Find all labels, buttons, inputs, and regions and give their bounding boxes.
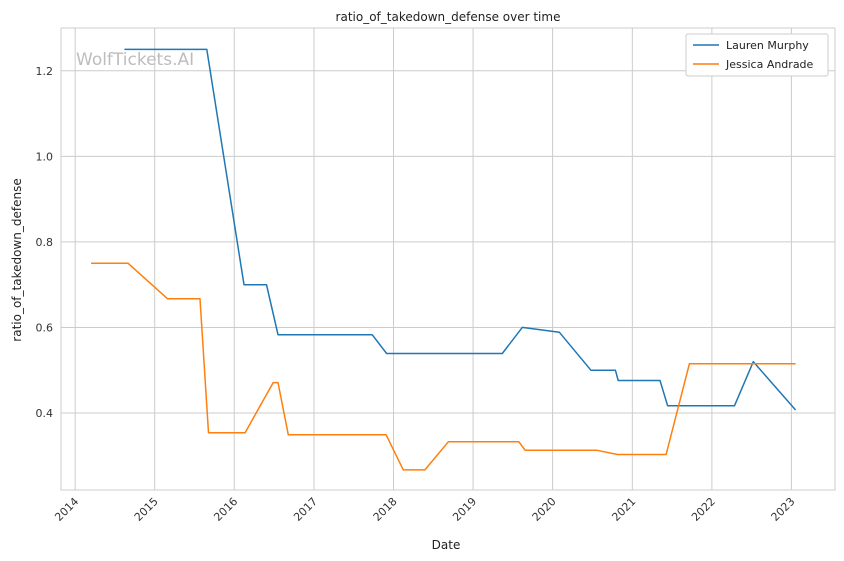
y-axis-ticks: 0.4 0.6 0.8 1.0 1.2 — [36, 65, 54, 420]
x-tick-label: 2014 — [52, 495, 81, 524]
legend-label: Jessica Andrade — [725, 58, 814, 71]
y-tick-label: 1.2 — [36, 65, 54, 78]
y-tick-label: 0.6 — [36, 321, 54, 334]
x-tick-label: 2023 — [769, 495, 798, 524]
legend-label: Lauren Murphy — [726, 39, 809, 52]
y-tick-label: 0.4 — [36, 407, 54, 420]
y-tick-label: 0.8 — [36, 236, 54, 249]
y-axis-title: ratio_of_takedown_defense — [10, 178, 24, 341]
grid — [61, 28, 835, 490]
x-tick-label: 2015 — [132, 495, 161, 524]
plot-area — [60, 27, 836, 491]
x-tick-label: 2019 — [450, 495, 479, 524]
y-tick-label: 1.0 — [36, 150, 54, 163]
legend: Lauren Murphy Jessica Andrade — [685, 33, 829, 77]
x-tick-label: 2018 — [371, 495, 400, 524]
watermark: WolfTickets.AI — [76, 50, 194, 70]
series-line-jessica-andrade — [91, 262, 796, 471]
x-axis-title: Date — [432, 538, 461, 552]
x-tick-label: 2021 — [609, 495, 638, 524]
chart-title: ratio_of_takedown_defense over time — [336, 10, 561, 24]
x-axis-ticks: 2014 2015 2016 2017 2018 2019 2020 2021 2022 2023 — [52, 495, 797, 524]
x-tick-label: 2016 — [211, 495, 240, 524]
x-tick-label: 2022 — [689, 495, 718, 524]
x-tick-label: 2017 — [291, 495, 320, 524]
x-tick-label: 2020 — [530, 495, 559, 524]
legend-box — [685, 33, 829, 77]
series-lines — [91, 48, 797, 471]
